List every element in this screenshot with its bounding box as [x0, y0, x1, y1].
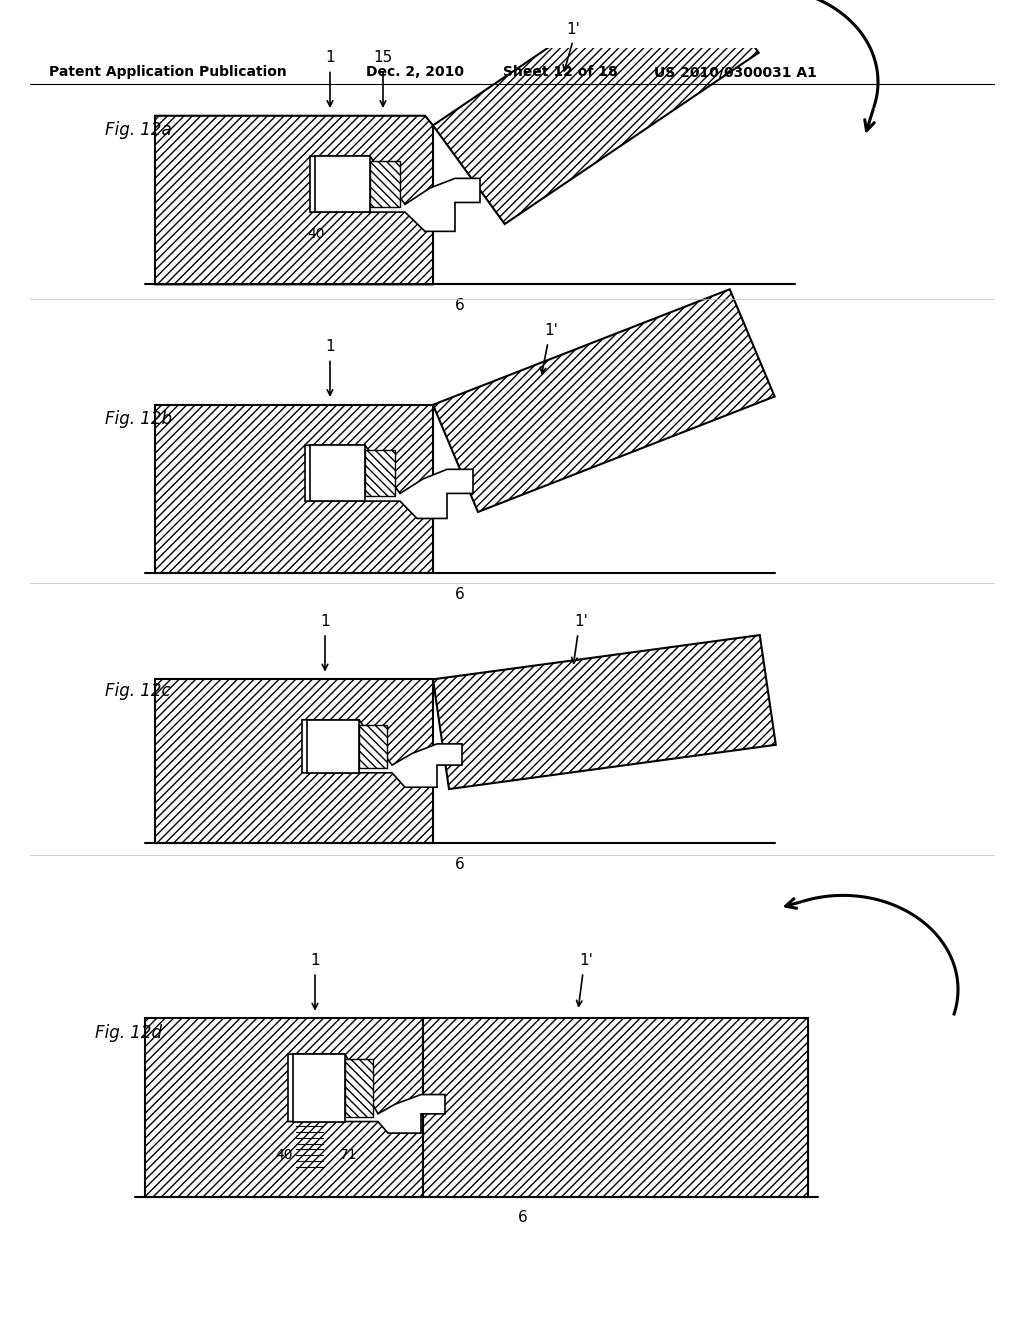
Polygon shape: [302, 719, 462, 787]
Polygon shape: [305, 445, 473, 519]
Polygon shape: [155, 116, 433, 284]
Polygon shape: [365, 450, 395, 496]
Text: 6: 6: [455, 587, 465, 602]
Text: 1: 1: [310, 953, 319, 968]
Text: 1': 1': [579, 953, 593, 968]
Polygon shape: [310, 156, 480, 231]
Polygon shape: [433, 289, 774, 512]
Text: Sheet 12 of 18: Sheet 12 of 18: [503, 66, 617, 79]
Polygon shape: [293, 1055, 345, 1122]
Text: 6: 6: [518, 1210, 528, 1225]
Text: 1': 1': [566, 21, 580, 37]
Text: 1: 1: [321, 614, 330, 630]
Text: 6: 6: [455, 298, 465, 313]
Polygon shape: [310, 445, 365, 502]
Polygon shape: [370, 161, 400, 207]
Polygon shape: [433, 635, 776, 789]
Text: 1: 1: [326, 50, 335, 66]
Text: 40: 40: [275, 1148, 293, 1162]
Text: Fig. 12d: Fig. 12d: [95, 1024, 162, 1041]
Text: Patent Application Publication: Patent Application Publication: [49, 66, 287, 79]
Text: 15: 15: [374, 50, 392, 66]
Text: US 2010/0300031 A1: US 2010/0300031 A1: [653, 66, 816, 79]
Text: 6: 6: [455, 857, 465, 871]
Polygon shape: [423, 1019, 808, 1197]
Text: 1': 1': [544, 323, 558, 338]
Text: Fig. 12b: Fig. 12b: [105, 411, 172, 428]
Text: Fig. 12a: Fig. 12a: [105, 121, 172, 139]
Text: Fig. 12c: Fig. 12c: [105, 682, 171, 700]
Text: 40: 40: [307, 227, 325, 242]
Polygon shape: [307, 719, 359, 772]
Polygon shape: [288, 1055, 445, 1133]
Polygon shape: [145, 1019, 423, 1197]
Text: 71: 71: [340, 1148, 357, 1162]
Text: 1: 1: [326, 339, 335, 355]
Polygon shape: [315, 156, 370, 213]
Polygon shape: [155, 405, 433, 573]
Polygon shape: [345, 1059, 373, 1117]
Polygon shape: [155, 680, 433, 843]
Polygon shape: [359, 725, 387, 768]
Polygon shape: [433, 0, 759, 224]
Text: 1': 1': [574, 614, 588, 630]
Text: Dec. 2, 2010: Dec. 2, 2010: [366, 66, 464, 79]
